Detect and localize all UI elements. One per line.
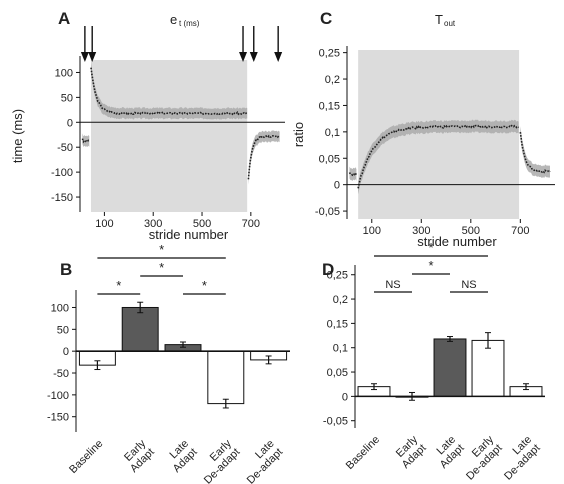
- y-tick-label: 0,25: [319, 48, 340, 60]
- category-label: LateAdapt: [162, 438, 199, 475]
- y-tick-label: 0: [334, 180, 340, 192]
- bar-3: [471, 339, 505, 397]
- y-tick-label: 0: [67, 117, 73, 129]
- panel-c-tout-timecourse: 0,25 0,2 0,15 0,1 0,05 0 -0,05 100 300 500 700 stri…: [291, 9, 555, 249]
- significance-label: *: [159, 242, 164, 257]
- y-tick-label: 50: [57, 324, 69, 336]
- chart-title: e: [170, 12, 177, 27]
- adaptation-shading: [90, 60, 248, 212]
- y-tick-label: -50: [57, 142, 73, 154]
- category-label-line: Baseline: [344, 434, 382, 472]
- variability-band-2: [248, 130, 280, 185]
- significance-label: *: [116, 278, 121, 293]
- y-tick-label: 0,2: [325, 74, 340, 86]
- panel-letter: C: [320, 9, 332, 28]
- x-tick-label: 500: [462, 225, 480, 237]
- panel-letter: B: [60, 260, 72, 279]
- event-arrow-head: [239, 52, 248, 62]
- panel-letter: A: [58, 9, 70, 28]
- y-tick-label: -150: [51, 192, 73, 204]
- x-axis-label: stride number: [417, 234, 497, 249]
- variability-band-0: [82, 133, 90, 147]
- y-tick-label: 100: [51, 302, 69, 314]
- event-arrow-head: [80, 52, 89, 62]
- y-tick-label: 50: [61, 92, 73, 104]
- chart-title: T: [435, 12, 443, 27]
- mean-trace-1: [90, 67, 248, 116]
- mean-trace-1: [357, 124, 520, 189]
- y-tick-label: 0: [63, 346, 69, 358]
- category-label: EarlyAdapt: [120, 437, 158, 475]
- x-tick-label: 100: [363, 225, 381, 237]
- event-arrow-head: [274, 52, 283, 62]
- y-tick-label: -100: [47, 390, 69, 402]
- bar-3: [207, 350, 245, 405]
- category-label: EarlyAdapt: [391, 433, 429, 471]
- category-label: EarlyDe-adapt: [193, 437, 242, 484]
- x-tick-label: 300: [144, 218, 162, 230]
- panel-d-tout-bars: 0,25 0,2 0,15 0,1 0,05 0 -0,05 Baseline EarlyAda…: [322, 240, 545, 483]
- x-tick-label: 500: [193, 218, 211, 230]
- x-tick-label: 700: [242, 218, 260, 230]
- category-label: LateDe-adapt: [494, 434, 543, 483]
- significance-label: *: [428, 240, 433, 255]
- y-axis-label: time (ms): [10, 109, 25, 163]
- panel-letter: D: [322, 260, 334, 279]
- y-tick-label: 0,05: [319, 153, 340, 165]
- y-tick-label: -150: [47, 412, 69, 424]
- x-axis-label: stride number: [149, 227, 229, 242]
- significance-label: NS: [461, 279, 476, 291]
- y-tick-label: -50: [53, 368, 69, 380]
- y-tick-label: -0,05: [323, 416, 348, 428]
- event-arrow-head: [88, 52, 97, 62]
- event-arrow-head: [249, 52, 258, 62]
- y-tick-label: 0,15: [327, 318, 348, 330]
- mean-trace-2: [247, 134, 281, 180]
- bar-1: [121, 306, 159, 352]
- category-label: EarlyDe-adapt: [456, 433, 505, 482]
- y-tick-label: 0,2: [333, 294, 348, 306]
- significance-label: *: [159, 260, 164, 275]
- y-tick-label: 100: [55, 67, 73, 79]
- y-tick-label: 0,15: [319, 100, 340, 112]
- category-label: LateDe-adapt: [236, 438, 285, 484]
- significance-label: NS: [385, 279, 400, 291]
- mean-trace-0: [81, 138, 90, 144]
- category-label: LateAdapt: [429, 434, 466, 471]
- y-axis-label: ratio: [291, 122, 306, 147]
- y-tick-label: 0,1: [333, 343, 348, 355]
- chart-title-sub: t (ms): [179, 19, 200, 28]
- y-tick-label: -100: [51, 167, 73, 179]
- panel-b-et-bars: 100 50 0 -50 -100 -150 Baseline EarlyAdapt LateA…: [47, 242, 290, 484]
- variability-band-1: [358, 119, 519, 195]
- y-tick-label: 0,05: [327, 367, 348, 379]
- y-tick-label: 0,1: [325, 127, 340, 139]
- significance-label: *: [202, 278, 207, 293]
- y-tick-label: -0,05: [315, 206, 340, 218]
- x-tick-label: 100: [95, 218, 113, 230]
- significance-label: *: [428, 258, 433, 273]
- bar-2: [433, 338, 467, 397]
- category-label: Baseline: [344, 434, 382, 472]
- category-label: Baseline: [67, 438, 105, 476]
- y-tick-label: 0: [342, 391, 348, 403]
- y-tick-label: 0,25: [327, 270, 348, 282]
- mean-trace-2: [519, 131, 551, 174]
- variability-band-0: [349, 166, 357, 181]
- chart-title-sub: out: [444, 19, 456, 28]
- x-tick-label: 300: [412, 225, 430, 237]
- category-label-line: Baseline: [67, 438, 105, 476]
- x-tick-label: 700: [511, 225, 529, 237]
